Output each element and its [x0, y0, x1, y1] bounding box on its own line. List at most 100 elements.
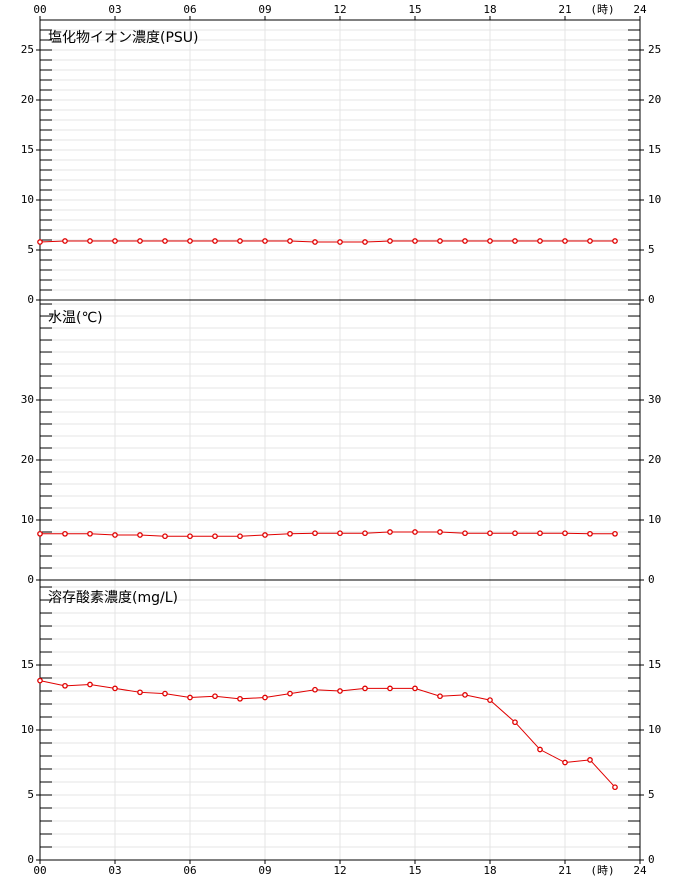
point	[62, 238, 68, 244]
point	[187, 694, 193, 701]
point	[337, 530, 343, 537]
x-tick-label-top: 21	[558, 3, 571, 16]
point	[137, 532, 143, 538]
point	[137, 238, 143, 244]
point	[187, 533, 193, 540]
point	[162, 690, 168, 697]
point	[62, 682, 68, 689]
point	[562, 238, 568, 244]
x-unit-bottom: (時)	[590, 864, 614, 877]
point	[437, 529, 443, 535]
x-tick-label-bottom: 18	[483, 864, 496, 877]
y-tick-label: 5	[27, 243, 34, 256]
point	[412, 529, 418, 535]
point	[587, 238, 593, 244]
x-tick-label-top: 06	[183, 3, 196, 16]
point	[312, 530, 318, 537]
point	[37, 239, 43, 245]
point	[112, 685, 118, 692]
point	[487, 697, 493, 703]
y-tick-label: 30	[21, 393, 34, 406]
point	[262, 694, 268, 701]
x-tick-label-top: 03	[108, 3, 121, 16]
point	[237, 533, 243, 540]
x-tick-label-bottom: 15	[408, 864, 421, 877]
x-unit-top: (時)	[590, 3, 614, 16]
point	[62, 530, 68, 537]
line	[39, 680, 616, 788]
point	[162, 533, 168, 540]
y-tick-label: 0	[27, 573, 34, 586]
point	[337, 239, 343, 245]
y-tick-label: 0	[27, 293, 34, 306]
x-tick-label-top: 18	[483, 3, 496, 16]
point	[462, 530, 468, 537]
point	[362, 239, 368, 245]
x-tick-label-top: 00	[33, 3, 46, 16]
point	[437, 238, 443, 244]
point	[362, 530, 368, 537]
point	[337, 688, 343, 694]
point	[87, 530, 93, 537]
x-tick-label-bottom: 00	[33, 864, 46, 877]
point	[287, 238, 293, 244]
line	[40, 531, 615, 537]
point	[112, 238, 118, 244]
point	[237, 695, 243, 702]
y-tick-label-right: 5	[648, 788, 655, 801]
y-tick-label: 20	[21, 93, 34, 106]
point	[112, 532, 118, 538]
point	[462, 692, 468, 698]
y-tick-label: 15	[21, 658, 34, 671]
y-tick-label-right: 10	[648, 193, 661, 206]
x-tick-label-bottom: 24	[633, 864, 647, 877]
y-tick-label-right: 10	[648, 513, 661, 526]
point	[587, 757, 593, 763]
y-tick-label-right: 15	[648, 658, 661, 671]
point	[212, 533, 218, 540]
point	[462, 238, 468, 244]
y-tick-label-right: 0	[648, 853, 655, 866]
point	[362, 685, 368, 692]
y-tick-label-right: 25	[648, 43, 661, 56]
point	[287, 690, 293, 697]
panel-title: 塩化物イオン濃度(PSU)	[48, 30, 199, 46]
panel-title: 水温(℃)	[48, 310, 103, 326]
point	[512, 238, 518, 244]
y-tick-label: 10	[21, 723, 34, 736]
y-tick-label-right: 30	[648, 393, 661, 406]
y-tick-label: 10	[21, 193, 34, 206]
point	[212, 238, 218, 244]
x-tick-label-bottom: 06	[183, 864, 196, 877]
x-tick-label-bottom: 03	[108, 864, 121, 877]
point	[612, 238, 618, 244]
y-tick-label-right: 0	[648, 573, 655, 586]
point	[312, 686, 318, 693]
point	[412, 685, 418, 692]
point	[162, 238, 168, 244]
y-tick-label-right: 15	[648, 143, 661, 156]
point	[537, 238, 543, 244]
x-tick-label-top: 12	[333, 3, 346, 16]
point	[37, 530, 43, 537]
point	[487, 238, 493, 244]
x-tick-label-bottom: 21	[558, 864, 571, 877]
point	[562, 530, 568, 537]
point	[437, 693, 443, 700]
point	[237, 238, 243, 244]
x-tick-label-top: 09	[258, 3, 271, 16]
point	[562, 759, 568, 766]
y-tick-label-right: 5	[648, 243, 655, 256]
point	[587, 530, 593, 537]
x-tick-label-top: 15	[408, 3, 421, 16]
point	[37, 677, 43, 684]
y-tick-label: 20	[21, 453, 34, 466]
point	[612, 530, 618, 537]
point	[512, 530, 518, 537]
y-tick-label-right: 20	[648, 453, 661, 466]
point	[312, 239, 318, 245]
point	[87, 681, 93, 688]
point	[287, 530, 293, 537]
y-tick-label: 25	[21, 43, 34, 56]
